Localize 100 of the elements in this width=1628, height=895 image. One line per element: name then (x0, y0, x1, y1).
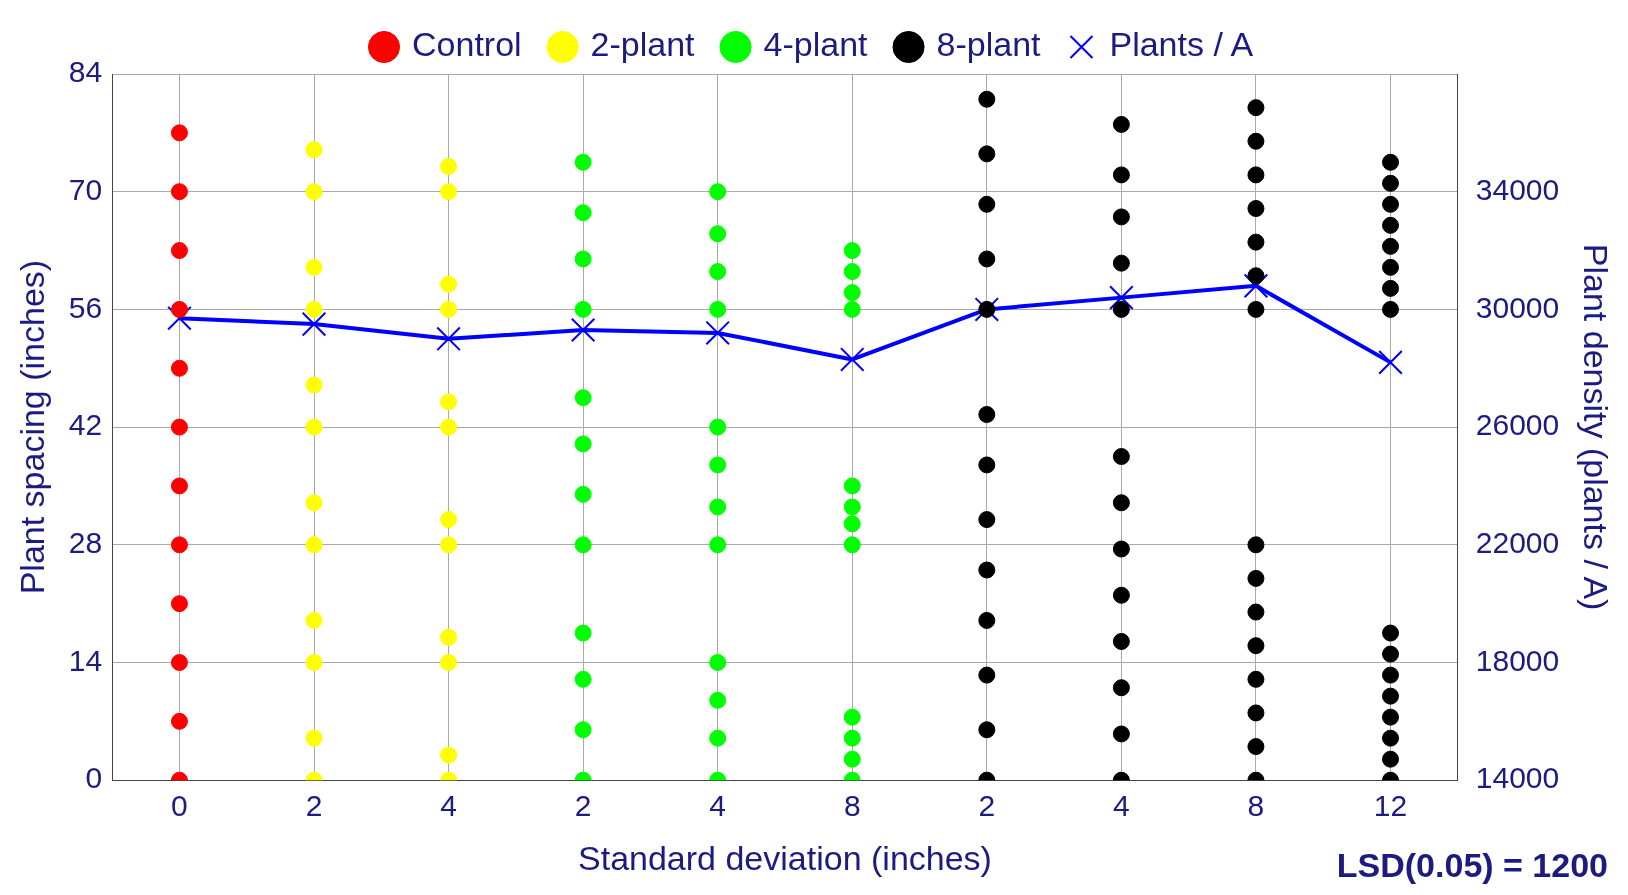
point (440, 183, 458, 201)
y2-tick-label: 18000 (1475, 643, 1560, 677)
point (1382, 666, 1399, 684)
point (440, 418, 458, 436)
point (843, 729, 861, 747)
point (574, 536, 592, 554)
y-tick-label: 14 (68, 643, 103, 677)
point (1112, 300, 1130, 318)
point (574, 624, 592, 642)
point (170, 418, 188, 436)
point (574, 153, 592, 171)
point (709, 498, 727, 516)
point (1382, 195, 1399, 213)
y-tick-label: 28 (68, 526, 103, 560)
point (709, 183, 727, 201)
point (1247, 569, 1265, 587)
point (574, 670, 592, 688)
point (305, 536, 323, 554)
point (570, 317, 596, 343)
point (1247, 233, 1265, 251)
point (440, 654, 458, 671)
y2-tick-label: 30000 (1475, 290, 1560, 324)
point (305, 654, 323, 671)
point (1382, 216, 1399, 234)
y-tick-label: 56 (68, 290, 103, 324)
point (843, 708, 861, 726)
point (978, 250, 996, 268)
point (1247, 99, 1265, 117)
point (709, 300, 727, 318)
point (1382, 237, 1399, 255)
y-tick-label: 84 (68, 55, 103, 89)
point (170, 595, 188, 613)
point (574, 204, 592, 222)
point (305, 729, 323, 747)
point (978, 90, 996, 108)
x-axis-title: Standard deviation (inches) (578, 838, 992, 877)
point (170, 536, 188, 554)
point (1112, 725, 1130, 743)
point (1382, 750, 1399, 768)
x-tick-label: 4 (709, 789, 727, 823)
point (440, 746, 458, 764)
x-tick-label: 2 (574, 789, 592, 823)
point (1247, 704, 1265, 722)
point (843, 536, 861, 554)
legend-label: 4-plant (763, 25, 869, 64)
point (709, 456, 727, 474)
x-tick-label: 8 (843, 789, 861, 823)
point (709, 654, 727, 671)
point (1112, 540, 1130, 558)
x-tick-label: 8 (1247, 789, 1265, 823)
point (978, 721, 996, 739)
point (1112, 208, 1130, 226)
point (709, 691, 727, 709)
point (1247, 267, 1265, 285)
y-axis-title: Plant spacing (inches) (12, 259, 51, 595)
y-tick-label: 70 (68, 172, 103, 206)
x-tick-label: 2 (978, 789, 996, 823)
point (1112, 166, 1130, 184)
x-tick-label: 12 (1373, 789, 1408, 823)
point (170, 242, 188, 260)
point (305, 376, 323, 394)
point (843, 477, 861, 495)
point (305, 300, 323, 318)
y2-tick-label: 14000 (1475, 761, 1560, 795)
point (1247, 738, 1265, 756)
point (978, 511, 996, 529)
point (1247, 300, 1265, 318)
point (1382, 687, 1399, 705)
point (1378, 350, 1403, 375)
point (978, 561, 996, 579)
point (440, 157, 458, 175)
point (1247, 166, 1265, 184)
point (574, 250, 592, 268)
point (574, 435, 592, 453)
point (709, 263, 727, 281)
x-tick-label: 4 (440, 789, 457, 823)
text: LSD(0.05) = 1200 (1336, 846, 1608, 885)
x-tick-label: 2 (305, 789, 323, 823)
point (440, 511, 458, 529)
point (574, 300, 592, 318)
point (1382, 300, 1399, 318)
point (705, 320, 731, 346)
point (305, 141, 323, 159)
point (440, 393, 458, 411)
legend-label: Control (412, 25, 522, 64)
point (170, 654, 188, 671)
point (170, 300, 188, 318)
y2-axis-title: Plant density (plants / A) (1577, 243, 1616, 611)
point (305, 418, 323, 436)
point (1112, 586, 1130, 604)
point (574, 389, 592, 407)
point (574, 485, 592, 503)
point (978, 195, 996, 213)
point (1112, 632, 1130, 650)
x-tick-label: 0 (171, 789, 188, 823)
point (709, 225, 727, 243)
point (709, 729, 727, 747)
point (1112, 494, 1130, 512)
point (1382, 258, 1399, 276)
point (843, 242, 861, 260)
